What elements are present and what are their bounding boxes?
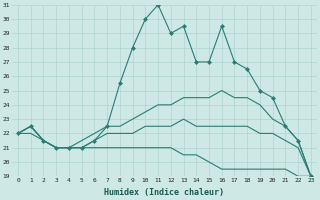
- X-axis label: Humidex (Indice chaleur): Humidex (Indice chaleur): [104, 188, 224, 197]
